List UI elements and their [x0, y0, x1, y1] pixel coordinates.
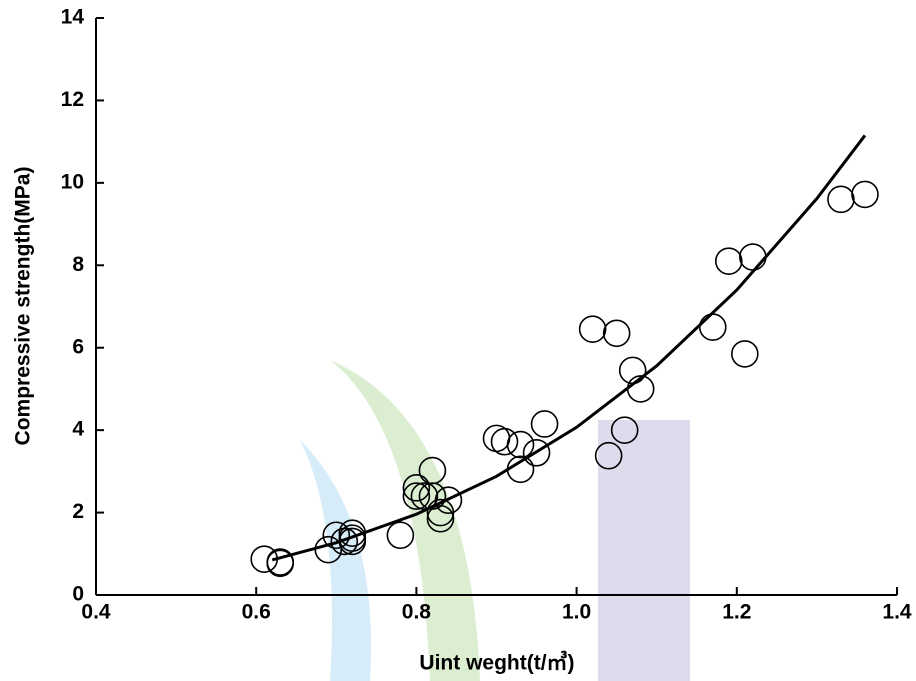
- data-point: [338, 524, 367, 552]
- data-point: [610, 416, 639, 444]
- data-point: [506, 430, 535, 459]
- x-axis-label: Uint weght(t/㎥): [419, 651, 574, 675]
- x-tick-label: 0.8: [402, 601, 432, 624]
- x-tick-label: 1.0: [562, 601, 591, 624]
- fit-curve: [271, 134, 867, 562]
- data-point: [714, 247, 743, 275]
- y-tick-label: 0: [72, 583, 84, 606]
- watermark: [300, 360, 690, 681]
- watermark-shape: [330, 360, 480, 681]
- y-tick-label: 4: [72, 418, 84, 441]
- y-tick-label: 14: [61, 6, 85, 29]
- data-point: [266, 549, 295, 578]
- data-point: [402, 482, 431, 510]
- y-axis-label: Compressive strength(MPa): [12, 167, 35, 446]
- data-point: [402, 474, 431, 502]
- data-point: [322, 521, 351, 550]
- data-point: [434, 486, 463, 515]
- data-point: [602, 319, 631, 348]
- data-point: [594, 441, 623, 470]
- x-tick-label: 0.4: [81, 601, 111, 624]
- y-tick-label: 12: [61, 88, 84, 111]
- y-tick-label: 10: [61, 170, 84, 193]
- data-point: [530, 410, 559, 438]
- data-point: [827, 185, 855, 214]
- data-point: [739, 243, 767, 271]
- data-point: [426, 504, 455, 533]
- data-point: [851, 180, 879, 209]
- y-tick-label: 6: [72, 335, 84, 358]
- data-point: [522, 439, 551, 467]
- data-point: [731, 340, 759, 368]
- data-point: [386, 521, 415, 550]
- y-tick-label: 2: [72, 500, 84, 523]
- x-tick-label: 1.4: [882, 601, 912, 624]
- data-point: [698, 313, 727, 341]
- x-tick-label: 1.2: [722, 601, 751, 624]
- data-point: [490, 427, 519, 456]
- watermark-shape: [598, 420, 690, 681]
- data-point: [578, 315, 607, 343]
- x-tick-label: 0.6: [242, 601, 271, 624]
- y-tick-label: 8: [72, 253, 84, 276]
